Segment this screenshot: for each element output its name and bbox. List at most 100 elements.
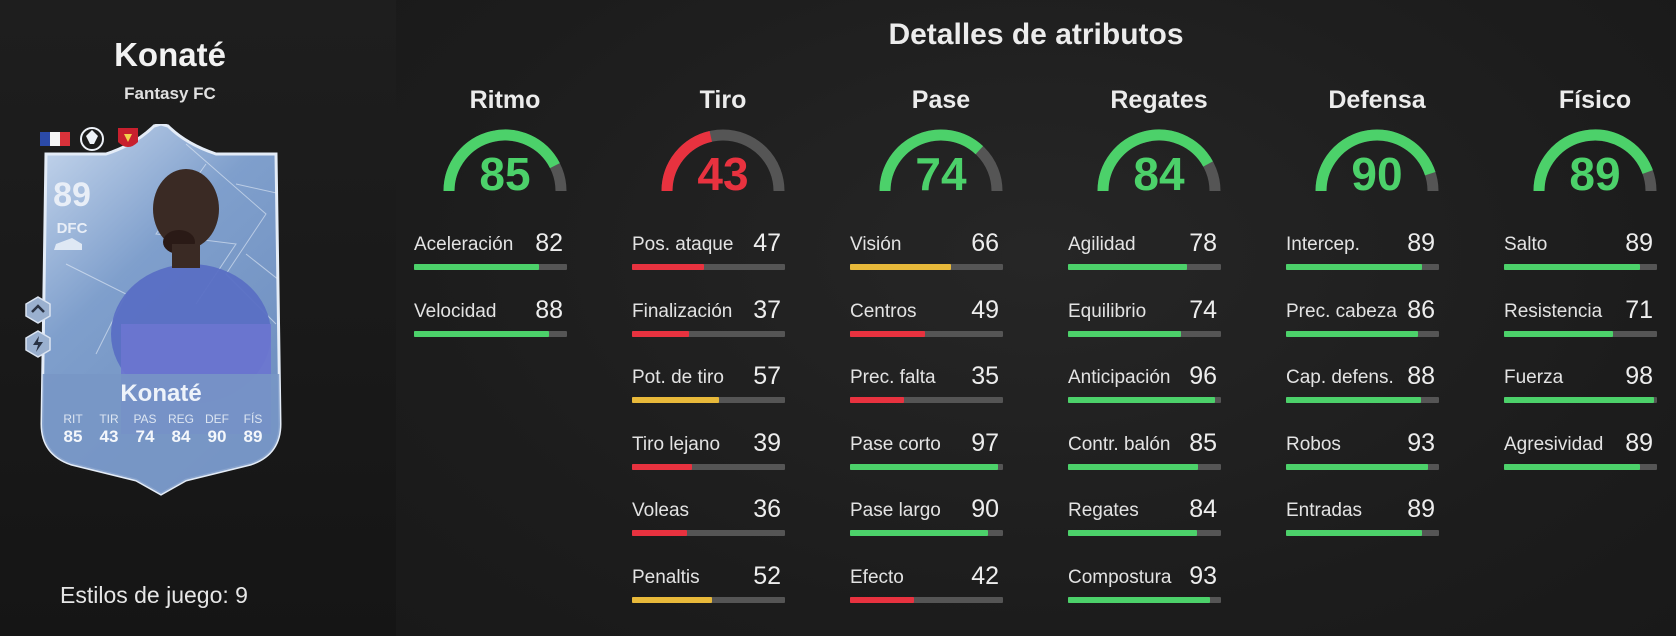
playstyle-icon[interactable] — [24, 296, 52, 324]
player-card[interactable]: 89 DFC Konaté RIT 85 TIR 43 PAS 74 REG 8… — [36, 124, 286, 498]
attribute-value: 93 — [1407, 428, 1435, 457]
attribute-value: 82 — [535, 229, 563, 257]
attribute-row: Efecto 42 — [850, 562, 1003, 607]
attribute-value: 52 — [753, 561, 781, 590]
attribute-row: Salto 89 — [1504, 229, 1657, 274]
attribute-value: 85 — [1189, 428, 1217, 457]
category-value: 74 — [915, 148, 967, 200]
attribute-name: Centros — [850, 300, 917, 322]
category-0: Ritmo 85 — [425, 86, 585, 200]
attribute-bar — [632, 596, 785, 603]
player-name: Konaté — [114, 36, 226, 73]
attribute-row: Prec. falta 35 — [850, 362, 1003, 407]
attribute-name: Finalización — [632, 300, 733, 322]
attribute-row: Pot. de tiro 57 — [632, 362, 785, 407]
attribute-name: Pot. de tiro — [632, 367, 724, 388]
card-stat-label: PAS — [133, 412, 157, 426]
category-value: 90 — [1351, 148, 1403, 200]
attribute-name: Robos — [1286, 433, 1341, 455]
attribute-bar-fill — [850, 330, 925, 337]
card-stat-label: FÍS — [243, 412, 263, 426]
gauge-fill — [443, 129, 560, 192]
attribute-row: Tiro lejano 39 — [632, 429, 785, 474]
attribute-bar — [414, 264, 567, 270]
attribute-row: Aceleración 82 — [414, 229, 567, 274]
gauge-fill — [1315, 129, 1436, 192]
attribute-row: Resistencia 71 — [1504, 296, 1657, 341]
attribute-name: Prec. falta — [850, 367, 936, 388]
card-stat-value: 89 — [243, 427, 263, 446]
gauge-fill — [1533, 129, 1653, 192]
card-stat-value: 90 — [207, 427, 227, 446]
player-panel: Konaté Fantasy FC — [0, 0, 396, 636]
attribute-name: Penaltis — [632, 566, 700, 588]
attribute-value: 97 — [971, 428, 999, 457]
attribute-row: Compostura 93 — [1068, 562, 1221, 607]
category-5: Físico 89 — [1515, 86, 1675, 200]
category-name: Físico — [1558, 86, 1632, 114]
liverpool-crest-icon — [118, 128, 138, 147]
category-value: 85 — [479, 148, 531, 200]
attribute-row: Visión 66 — [850, 229, 1003, 274]
attribute-row: Prec. cabeza 86 — [1286, 296, 1439, 341]
attribute-bar-fill — [1286, 397, 1421, 403]
attribute-bar — [850, 397, 1003, 403]
attribute-row: Penaltis 52 — [632, 562, 785, 607]
card-stat: FÍS 89 — [236, 412, 270, 447]
attribute-row: Robos 93 — [1286, 429, 1439, 474]
card-stat: RIT 85 — [56, 412, 90, 447]
attribute-bar-fill — [1068, 330, 1182, 337]
category-value: 84 — [1133, 148, 1185, 200]
attribute-bar — [632, 530, 785, 536]
attribute-bar-fill — [1504, 463, 1641, 470]
attribute-value: 89 — [1625, 428, 1653, 457]
attribute-bar — [632, 330, 785, 337]
attribute-bar — [850, 264, 1003, 270]
attribute-value: 88 — [535, 295, 563, 324]
attribute-bar — [1068, 330, 1221, 337]
attribute-value: 49 — [971, 295, 999, 324]
attribute-bar — [632, 397, 785, 403]
category-gauge: 89 — [1530, 123, 1660, 200]
attribute-name: Intercep. — [1286, 234, 1360, 255]
attribute-bar — [850, 530, 1003, 536]
attribute-name: Aceleración — [414, 234, 514, 255]
attribute-value: 89 — [1407, 495, 1435, 523]
attribute-bar — [1286, 397, 1439, 403]
attribute-bar-fill — [850, 596, 915, 603]
attribute-bar — [850, 596, 1003, 603]
attribute-row: Entradas 89 — [1286, 495, 1439, 540]
playstyles-count: Estilos de juego: 9 — [60, 582, 248, 608]
attribute-bar-fill — [850, 397, 904, 403]
attribute-row: Pase largo 90 — [850, 495, 1003, 540]
category-gauge: 85 — [440, 123, 570, 200]
attribute-row: Pos. ataque 47 — [632, 229, 785, 274]
attribute-value: 36 — [753, 495, 781, 523]
attribute-bar-fill — [1068, 530, 1197, 536]
attribute-bar-fill — [1068, 596, 1211, 603]
player-version: Fantasy FC — [124, 84, 216, 103]
card-stats: RIT 85 TIR 43 PAS 74 REG 84 DEF 90 FÍS 8… — [56, 412, 270, 447]
attribute-bar — [1068, 596, 1221, 603]
card-position: DFC — [56, 220, 88, 237]
attribute-bar-fill — [414, 330, 549, 337]
card-stat-label: RIT — [63, 412, 83, 426]
category-3: Regates 84 — [1079, 86, 1239, 200]
attribute-value: 66 — [971, 229, 999, 257]
attribute-value: 37 — [753, 295, 781, 324]
category-name: Ritmo — [469, 86, 541, 114]
attribute-row: Contr. balón 85 — [1068, 429, 1221, 474]
card-stat: TIR 43 — [92, 412, 126, 447]
attribute-name: Agilidad — [1068, 234, 1136, 255]
attribute-name: Agresividad — [1504, 433, 1604, 455]
attribute-bar-fill — [1068, 397, 1215, 403]
category-name: Pase — [911, 86, 971, 114]
category-2: Pase 74 — [861, 86, 1021, 200]
attribute-bar — [850, 463, 1003, 470]
attribute-name: Tiro lejano — [632, 433, 721, 455]
attribute-bar-fill — [1068, 264, 1188, 270]
attribute-bar-fill — [850, 463, 999, 470]
attribute-bar — [1068, 264, 1221, 270]
attribute-name: Velocidad — [414, 300, 497, 322]
chemistry-icon[interactable] — [24, 330, 52, 358]
